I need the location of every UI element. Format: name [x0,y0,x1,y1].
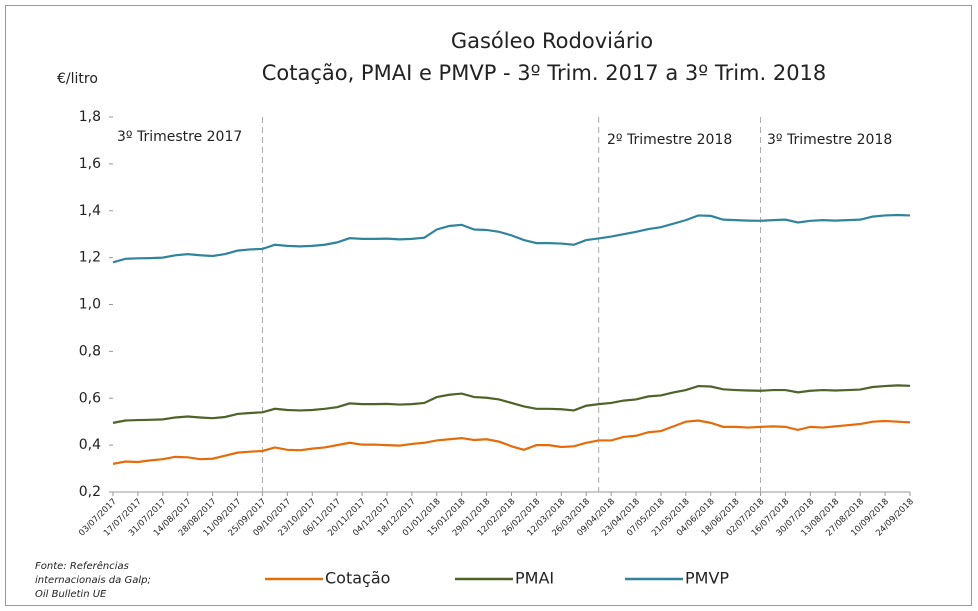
source: Fonte: Referências [35,560,129,572]
y-tick-label: 1,8 [79,109,101,125]
legend-label: PMAI [515,569,554,588]
line-series [112,213,911,264]
y-tick-label: 0,2 [79,484,101,500]
annotation: 3º Trimestre 2017 [117,129,242,145]
source: Oil Bulletin UE [35,589,107,600]
chart-subtitle: Cotação, PMAI e PMVP - 3º Trim. 2017 a 3… [262,61,827,85]
legend-label: PMVP [685,569,729,588]
y-tick-label: 0,6 [79,390,101,406]
line-series [112,419,911,465]
y-tick-label: 0,8 [79,343,101,359]
y-tick-label: 0,4 [79,437,101,453]
y-axis-label: €/litro [57,71,98,87]
annotation: 2º Trimestre 2018 [607,132,732,148]
y-tick-label: 1,2 [79,250,101,266]
y-tick-label: 1,4 [79,203,101,219]
annotation: 3º Trimestre 2018 [767,132,892,148]
frame [5,5,972,606]
line-series [112,384,911,424]
chart-title: Gasóleo Rodoviário [451,29,653,53]
legend-label: Cotação [325,569,390,588]
y-tick-label: 1,6 [79,156,101,172]
y-tick-label: 1,0 [79,297,101,313]
source: internacionais da Galp; [35,575,151,586]
